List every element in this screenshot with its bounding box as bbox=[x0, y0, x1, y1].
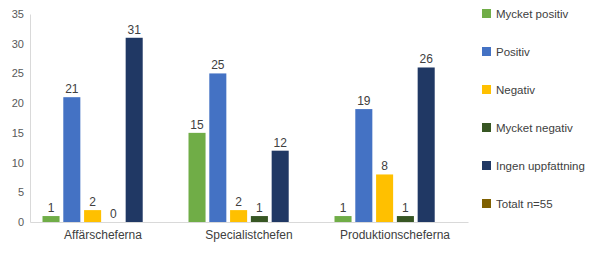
y-tick-label: 20 bbox=[12, 97, 24, 109]
y-axis-line bbox=[30, 15, 31, 223]
legend: Mycket positiv Positiv Negativ Mycket negat… bbox=[482, 8, 585, 210]
x-axis: Affärscheferna Specialistchefen Produktion… bbox=[31, 222, 469, 242]
y-tick-label: 15 bbox=[12, 127, 24, 139]
x-tick-label: Affärscheferna bbox=[64, 228, 142, 242]
data-label: 19 bbox=[357, 94, 371, 108]
data-label: 0 bbox=[110, 207, 117, 221]
legend-label: Totalt n=55 bbox=[496, 198, 553, 210]
data-label: 15 bbox=[190, 118, 204, 132]
data-label: 1 bbox=[48, 201, 55, 215]
data-label: 2 bbox=[89, 195, 96, 209]
y-tick: 10 bbox=[12, 157, 30, 169]
y-tick-label: 25 bbox=[12, 67, 24, 79]
bar bbox=[126, 38, 143, 222]
y-tick-label: 0 bbox=[18, 216, 24, 228]
x-tick: Affärscheferna bbox=[64, 222, 142, 242]
data-label: 1 bbox=[340, 201, 347, 215]
legend-item: Mycket positiv bbox=[482, 8, 568, 20]
legend-item: Ingen uppfattning bbox=[482, 160, 585, 172]
legend-swatch bbox=[482, 161, 491, 170]
bar bbox=[230, 210, 247, 222]
bar bbox=[251, 216, 268, 222]
legend-item: Mycket negativ bbox=[482, 122, 573, 134]
bar bbox=[335, 216, 352, 222]
data-label: 21 bbox=[65, 82, 79, 96]
plot: 05101520253035AffärschefernaSpecialistch… bbox=[12, 8, 469, 242]
legend-label: Mycket positiv bbox=[496, 8, 568, 20]
data-label: 12 bbox=[274, 136, 288, 150]
legend-swatch bbox=[482, 85, 491, 94]
bar bbox=[376, 174, 393, 222]
x-tick-label: Specialistchefen bbox=[205, 228, 292, 242]
legend-label: Negativ bbox=[496, 84, 535, 96]
chart: 05101520253035AffärschefernaSpecialistch… bbox=[0, 0, 603, 256]
bars bbox=[43, 38, 435, 222]
y-tick-label: 30 bbox=[12, 38, 24, 50]
legend-item: Positiv bbox=[482, 46, 530, 58]
y-tick: 15 bbox=[12, 127, 30, 139]
y-tick: 30 bbox=[12, 38, 30, 50]
y-tick: 5 bbox=[18, 186, 30, 198]
bar bbox=[63, 97, 80, 222]
y-axis: 0 5 10 15 20 25 30 35 bbox=[12, 8, 31, 228]
x-axis-line bbox=[31, 222, 469, 223]
data-label: 31 bbox=[128, 23, 142, 37]
x-tick: Specialistchefen bbox=[205, 222, 292, 242]
data-label: 1 bbox=[402, 201, 409, 215]
data-label: 2 bbox=[235, 195, 242, 209]
legend-item: Totalt n=55 bbox=[482, 198, 553, 210]
y-tick-label: 5 bbox=[18, 186, 24, 198]
legend-item: Negativ bbox=[482, 84, 535, 96]
x-tick: Produktionscheferna bbox=[340, 222, 450, 242]
bar bbox=[272, 151, 289, 222]
y-tick: 35 bbox=[12, 8, 30, 20]
data-label: 26 bbox=[420, 52, 434, 66]
legend-label: Mycket negativ bbox=[496, 122, 573, 134]
y-tick: 0 bbox=[18, 216, 30, 228]
data-label: 8 bbox=[381, 159, 388, 173]
x-tick-label: Produktionscheferna bbox=[340, 228, 450, 242]
bar bbox=[209, 73, 226, 222]
legend-swatch bbox=[482, 199, 491, 208]
legend-swatch bbox=[482, 123, 491, 132]
bar bbox=[105, 222, 122, 223]
bar bbox=[397, 216, 414, 222]
y-tick: 25 bbox=[12, 67, 30, 79]
y-tick-label: 35 bbox=[12, 8, 24, 20]
legend-label: Ingen uppfattning bbox=[496, 160, 585, 172]
data-labels: 1 15 1 21 25 19 2 2 8 0 1 1 31 12 26 bbox=[48, 23, 433, 221]
legend-swatch bbox=[482, 47, 491, 56]
data-label: 1 bbox=[256, 201, 263, 215]
bar bbox=[84, 210, 101, 222]
bar bbox=[418, 67, 435, 222]
bar bbox=[189, 133, 206, 222]
legend-swatch bbox=[482, 9, 491, 18]
bar bbox=[355, 109, 372, 222]
data-label: 25 bbox=[211, 58, 225, 72]
y-tick-label: 10 bbox=[12, 157, 24, 169]
y-tick: 20 bbox=[12, 97, 30, 109]
legend-label: Positiv bbox=[496, 46, 530, 58]
bar bbox=[43, 216, 60, 222]
